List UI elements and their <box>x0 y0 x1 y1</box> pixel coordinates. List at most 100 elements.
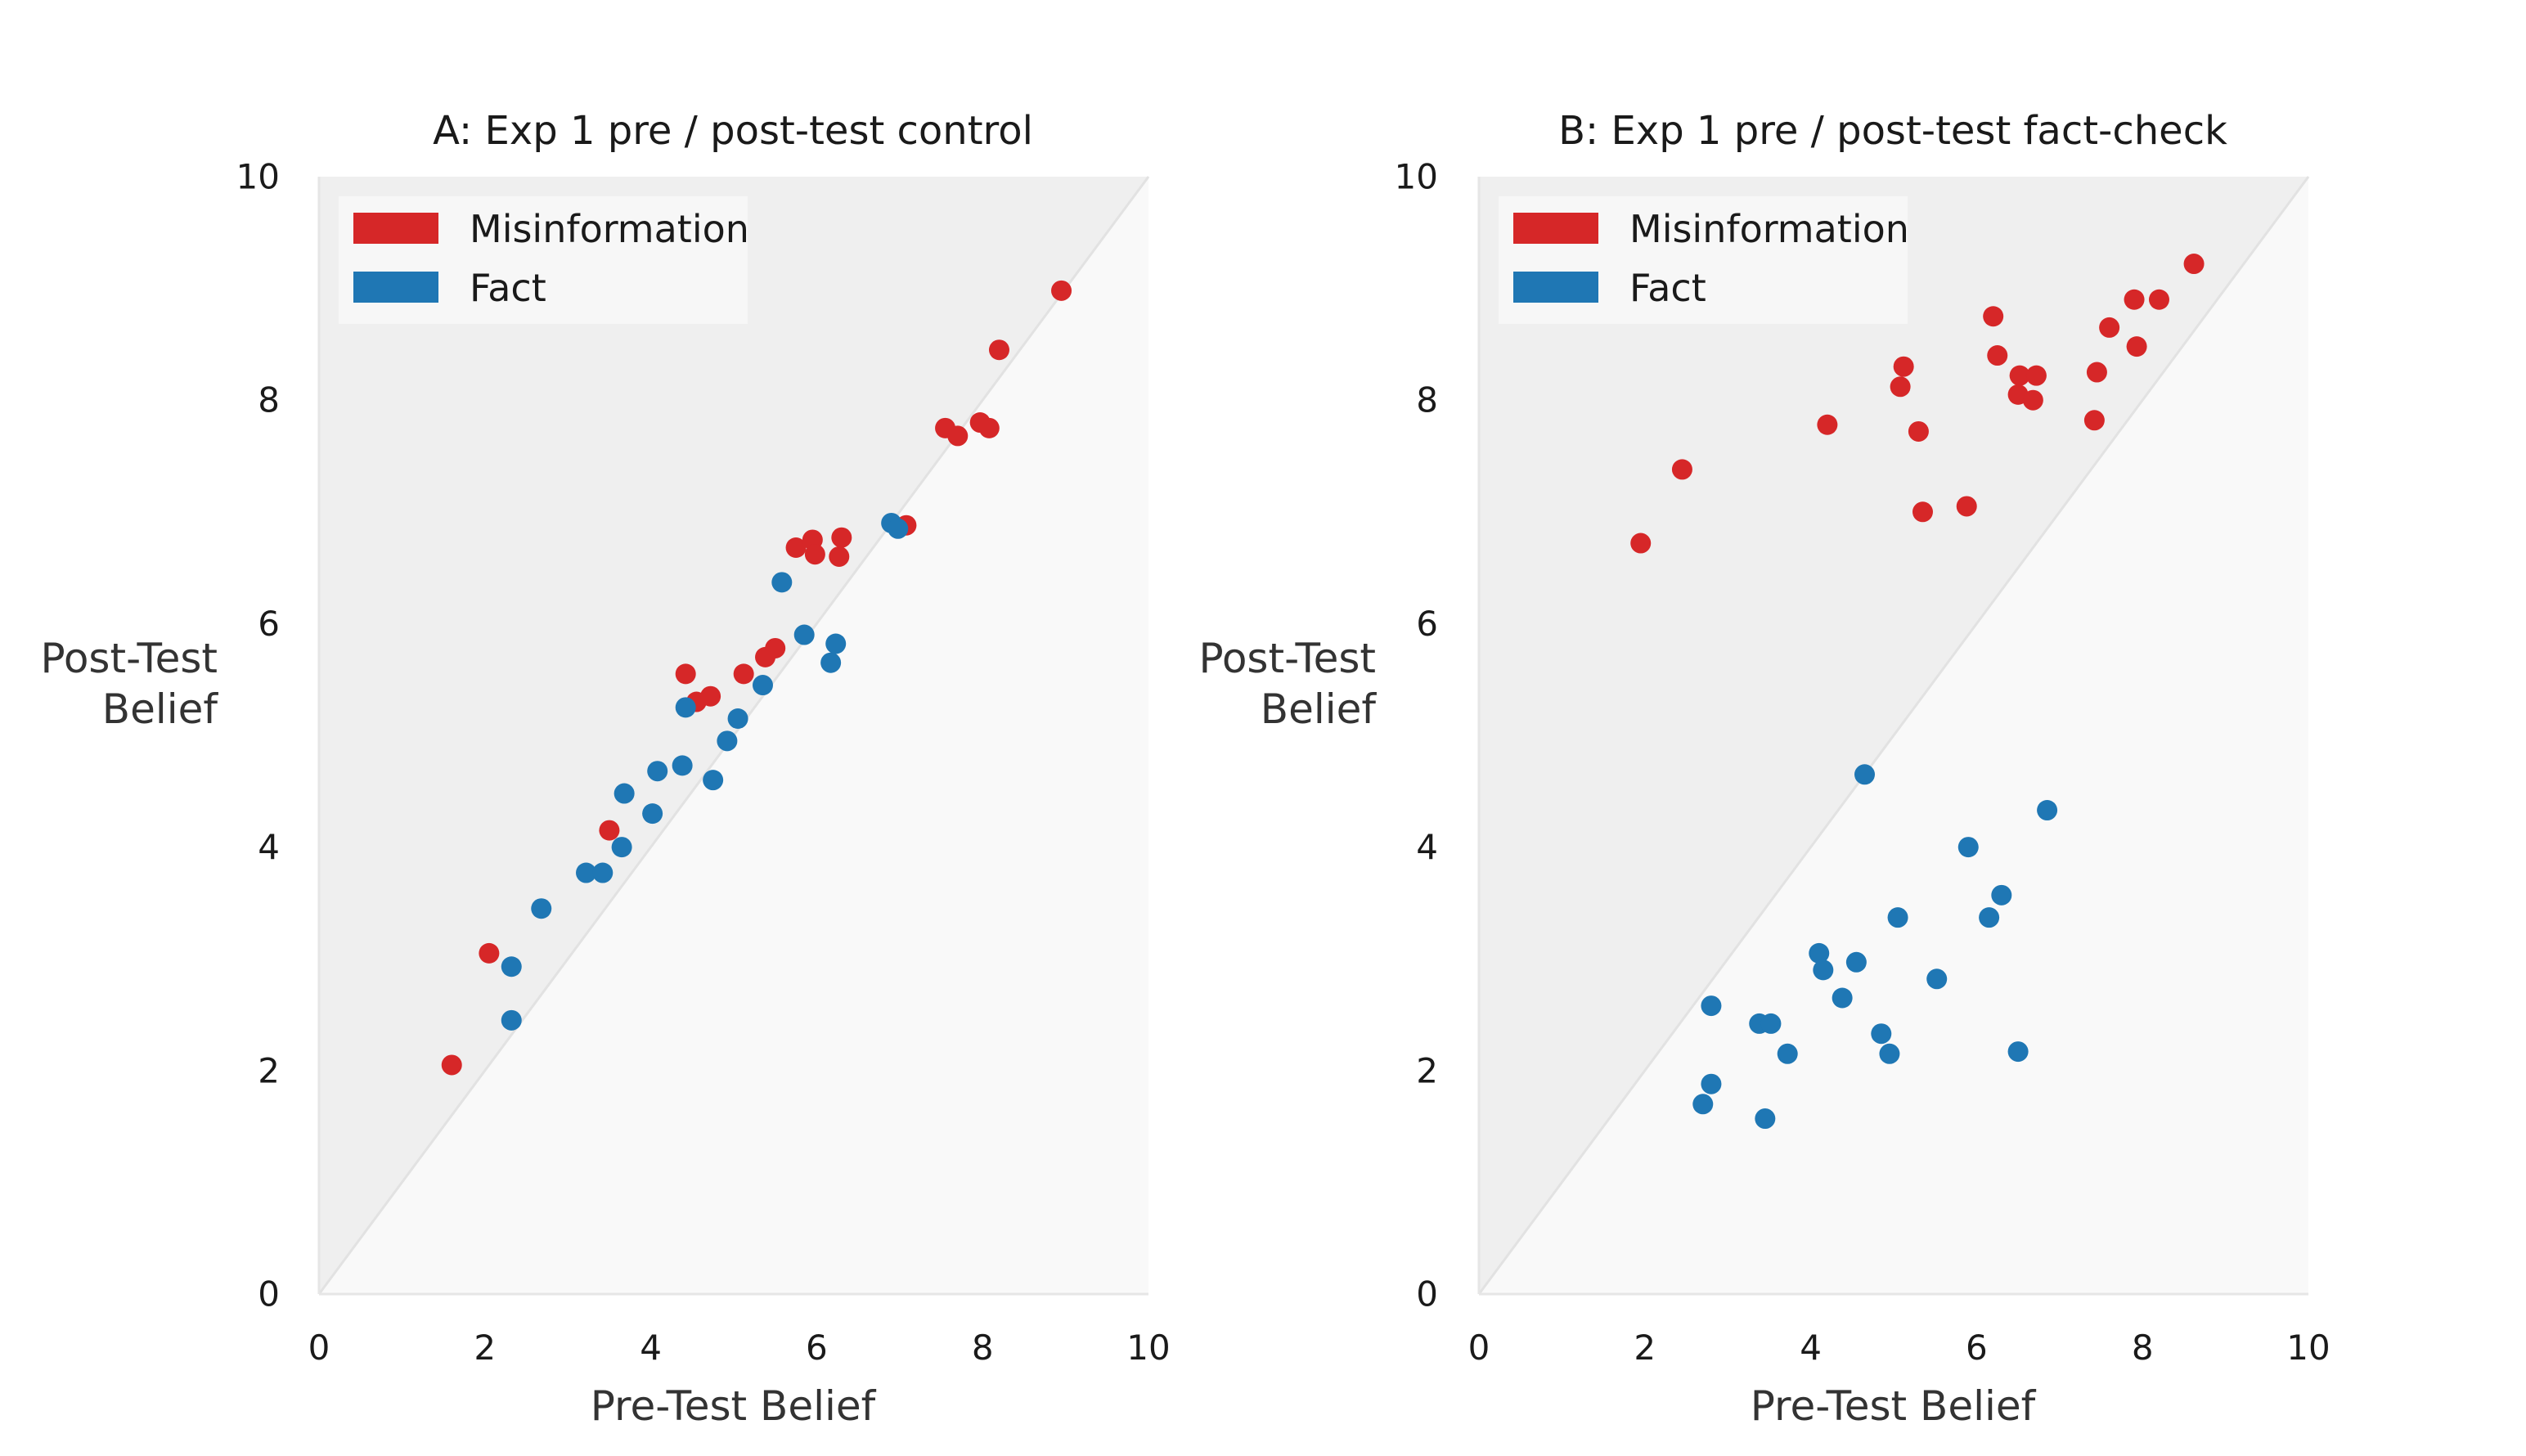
data-point-misinformation <box>2148 289 2169 310</box>
data-point-fact <box>2007 1041 2029 1063</box>
data-point-misinformation <box>1890 376 1911 398</box>
x-tick-label: 4 <box>640 1328 662 1368</box>
data-point-fact <box>501 956 522 977</box>
y-tick-label: 8 <box>258 380 280 420</box>
chart-title: B: Exp 1 pre / post-test fact-check <box>1558 108 2227 154</box>
data-point-fact <box>2037 800 2058 821</box>
y-axis-label-line1: Post-Test <box>1198 635 1376 682</box>
data-point-fact <box>675 697 696 718</box>
data-point-misinformation <box>2124 289 2145 310</box>
y-tick-label: 6 <box>258 604 280 644</box>
data-point-misinformation <box>1671 459 1692 480</box>
y-axis-label-line2: Belief <box>1261 685 1378 733</box>
data-point-fact <box>1979 907 2000 928</box>
y-tick-labels: 0 2 4 6 8 10 <box>1395 157 1438 1314</box>
data-point-fact <box>576 862 597 883</box>
legend-swatch-fact <box>353 272 438 303</box>
legend-label-fact: Fact <box>470 266 546 310</box>
data-point-misinformation <box>831 527 852 548</box>
x-tick-label: 2 <box>1634 1328 1656 1368</box>
data-point-misinformation <box>2009 365 2030 386</box>
x-tick-label: 0 <box>308 1328 330 1368</box>
data-point-fact <box>1760 1013 1782 1034</box>
x-tick-labels: 0 2 4 6 8 10 <box>1468 1328 2330 1368</box>
data-point-fact <box>1809 942 1830 964</box>
chart-title: A: Exp 1 pre / post-test control <box>433 108 1033 154</box>
data-point-misinformation <box>1912 501 1933 523</box>
legend: Misinformation Fact <box>1499 196 1909 324</box>
y-tick-label: 0 <box>1416 1274 1438 1314</box>
y-tick-label: 2 <box>258 1050 280 1090</box>
legend-label-misinformation: Misinformation <box>1629 207 1909 251</box>
data-point-fact <box>1832 987 1853 1009</box>
y-tick-label: 10 <box>236 157 280 197</box>
y-axis-label-line1: Post-Test <box>40 635 218 682</box>
data-point-fact <box>1871 1023 1892 1045</box>
legend: Misinformation Fact <box>339 196 749 324</box>
data-point-fact <box>1887 907 1908 928</box>
y-axis-label-line2: Belief <box>102 685 219 733</box>
y-tick-label: 2 <box>1416 1050 1438 1090</box>
legend-swatch-misinformation <box>353 213 438 244</box>
panel-b: B: Exp 1 pre / post-test fact-check 0 2 … <box>1198 108 2330 1430</box>
data-point-fact <box>1854 764 1876 785</box>
legend-label-misinformation: Misinformation <box>470 207 749 251</box>
data-points <box>1630 254 2205 1130</box>
data-point-fact <box>611 837 632 858</box>
data-point-misinformation <box>804 544 825 565</box>
y-tick-label: 6 <box>1416 604 1438 644</box>
x-tick-labels: 0 2 4 6 8 10 <box>308 1328 1171 1368</box>
x-axis-label: Pre-Test Belief <box>1751 1382 2037 1430</box>
data-point-misinformation <box>675 663 696 685</box>
data-point-fact <box>647 761 668 782</box>
y-tick-label: 4 <box>258 827 280 867</box>
data-point-fact <box>1701 1073 1722 1094</box>
data-point-fact <box>1926 968 1948 990</box>
x-tick-label: 8 <box>972 1328 994 1368</box>
data-point-fact <box>793 624 815 645</box>
data-point-fact <box>825 633 847 654</box>
data-point-fact <box>1777 1043 1798 1064</box>
data-point-misinformation <box>1630 533 1652 554</box>
data-point-fact <box>531 898 552 919</box>
data-point-fact <box>642 803 663 825</box>
data-point-misinformation <box>1051 280 1072 301</box>
data-point-misinformation <box>1893 356 1914 377</box>
data-point-misinformation <box>700 685 721 707</box>
data-point-fact <box>727 708 748 730</box>
data-point-misinformation <box>765 637 786 658</box>
data-point-fact <box>1991 884 2012 906</box>
data-point-fact <box>614 783 635 804</box>
data-point-misinformation <box>2025 365 2047 386</box>
y-tick-label: 10 <box>1395 157 1438 197</box>
data-point-misinformation <box>1817 414 1838 435</box>
x-tick-label: 10 <box>2286 1328 2330 1368</box>
data-point-fact <box>1692 1094 1714 1115</box>
data-point-misinformation <box>1987 345 2008 366</box>
data-point-misinformation <box>2183 254 2205 275</box>
data-point-misinformation <box>599 820 620 841</box>
data-point-fact <box>1879 1043 1900 1064</box>
legend-label-fact: Fact <box>1629 266 1706 310</box>
data-point-misinformation <box>947 425 969 447</box>
data-point-fact <box>1755 1108 1776 1130</box>
data-point-fact <box>820 652 842 673</box>
data-point-misinformation <box>733 663 754 685</box>
data-point-misinformation <box>2099 317 2120 338</box>
data-point-misinformation <box>1956 496 1977 517</box>
data-point-misinformation <box>988 339 1009 361</box>
data-point-misinformation <box>785 537 807 559</box>
data-point-misinformation <box>829 546 850 567</box>
data-point-fact <box>703 770 724 791</box>
y-tick-label: 0 <box>258 1274 280 1314</box>
data-point-fact <box>1845 951 1867 973</box>
data-point-fact <box>717 730 738 752</box>
data-point-fact <box>1813 959 1834 981</box>
y-tick-label: 8 <box>1416 380 1438 420</box>
legend-swatch-misinformation <box>1513 213 1598 244</box>
data-point-misinformation <box>978 417 1000 438</box>
y-tick-label: 4 <box>1416 827 1438 867</box>
x-tick-label: 6 <box>806 1328 828 1368</box>
x-axis-label: Pre-Test Belief <box>591 1382 877 1430</box>
